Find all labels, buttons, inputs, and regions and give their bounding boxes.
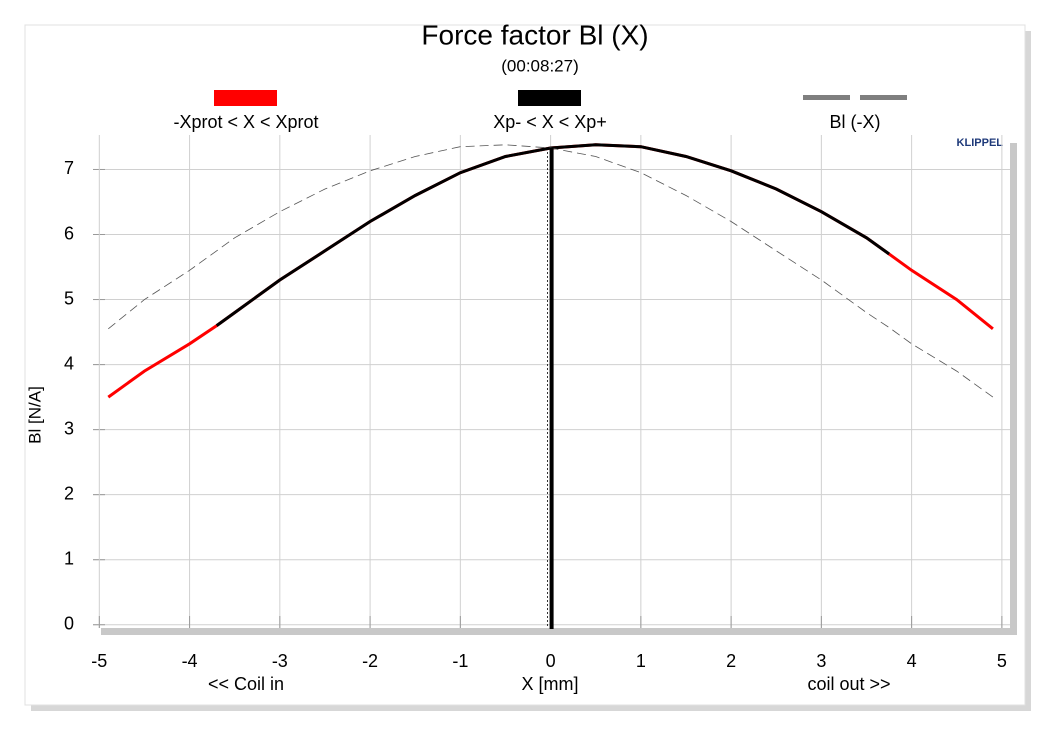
legend-label: Xp- < X < Xp+ (493, 112, 607, 132)
x-tick-label: 4 (907, 651, 917, 671)
series-line (108, 144, 994, 398)
x-axis-label: X [mm] (522, 674, 579, 694)
y-tick-label: 3 (64, 418, 74, 438)
x-tick-label: 1 (636, 651, 646, 671)
legend-swatch (803, 95, 850, 100)
y-axis-label: Bl [N/A] (25, 386, 44, 444)
y-tick-label: 5 (64, 288, 74, 308)
plot-shadow-right (1010, 143, 1017, 635)
legend-swatch (860, 95, 907, 100)
x-tick-label: 0 (546, 651, 556, 671)
x-tick-label: -3 (272, 651, 288, 671)
x-tick-label: 5 (997, 651, 1007, 671)
x-tick-label: -4 (182, 651, 198, 671)
annotation: << Coil in (208, 674, 284, 694)
chart-title: Force factor Bl (X) (421, 19, 648, 50)
y-tick-label: 0 (64, 613, 74, 633)
y-tick-label: 7 (64, 158, 74, 178)
chart-subtitle: (00:08:27) (501, 56, 579, 75)
y-tick-label: 6 (64, 223, 74, 243)
brand: KLIPPEL (957, 137, 1004, 149)
y-tick-label: 1 (64, 548, 74, 568)
legend-swatch (518, 90, 581, 106)
x-tick-label: -2 (362, 651, 378, 671)
y-tick-label: 4 (64, 353, 74, 373)
annotation: coil out >> (807, 674, 890, 694)
legend-swatch (214, 90, 277, 106)
x-tick-label: -5 (91, 651, 107, 671)
x-tick-label: -1 (452, 651, 468, 671)
legend-label: Bl (-X) (830, 112, 881, 132)
x-tick-label: 2 (726, 651, 736, 671)
x-tick-label: 3 (816, 651, 826, 671)
plot-shadow-bottom (101, 628, 1017, 635)
legend-label: -Xprot < X < Xprot (173, 112, 318, 132)
y-tick-label: 2 (64, 483, 74, 503)
